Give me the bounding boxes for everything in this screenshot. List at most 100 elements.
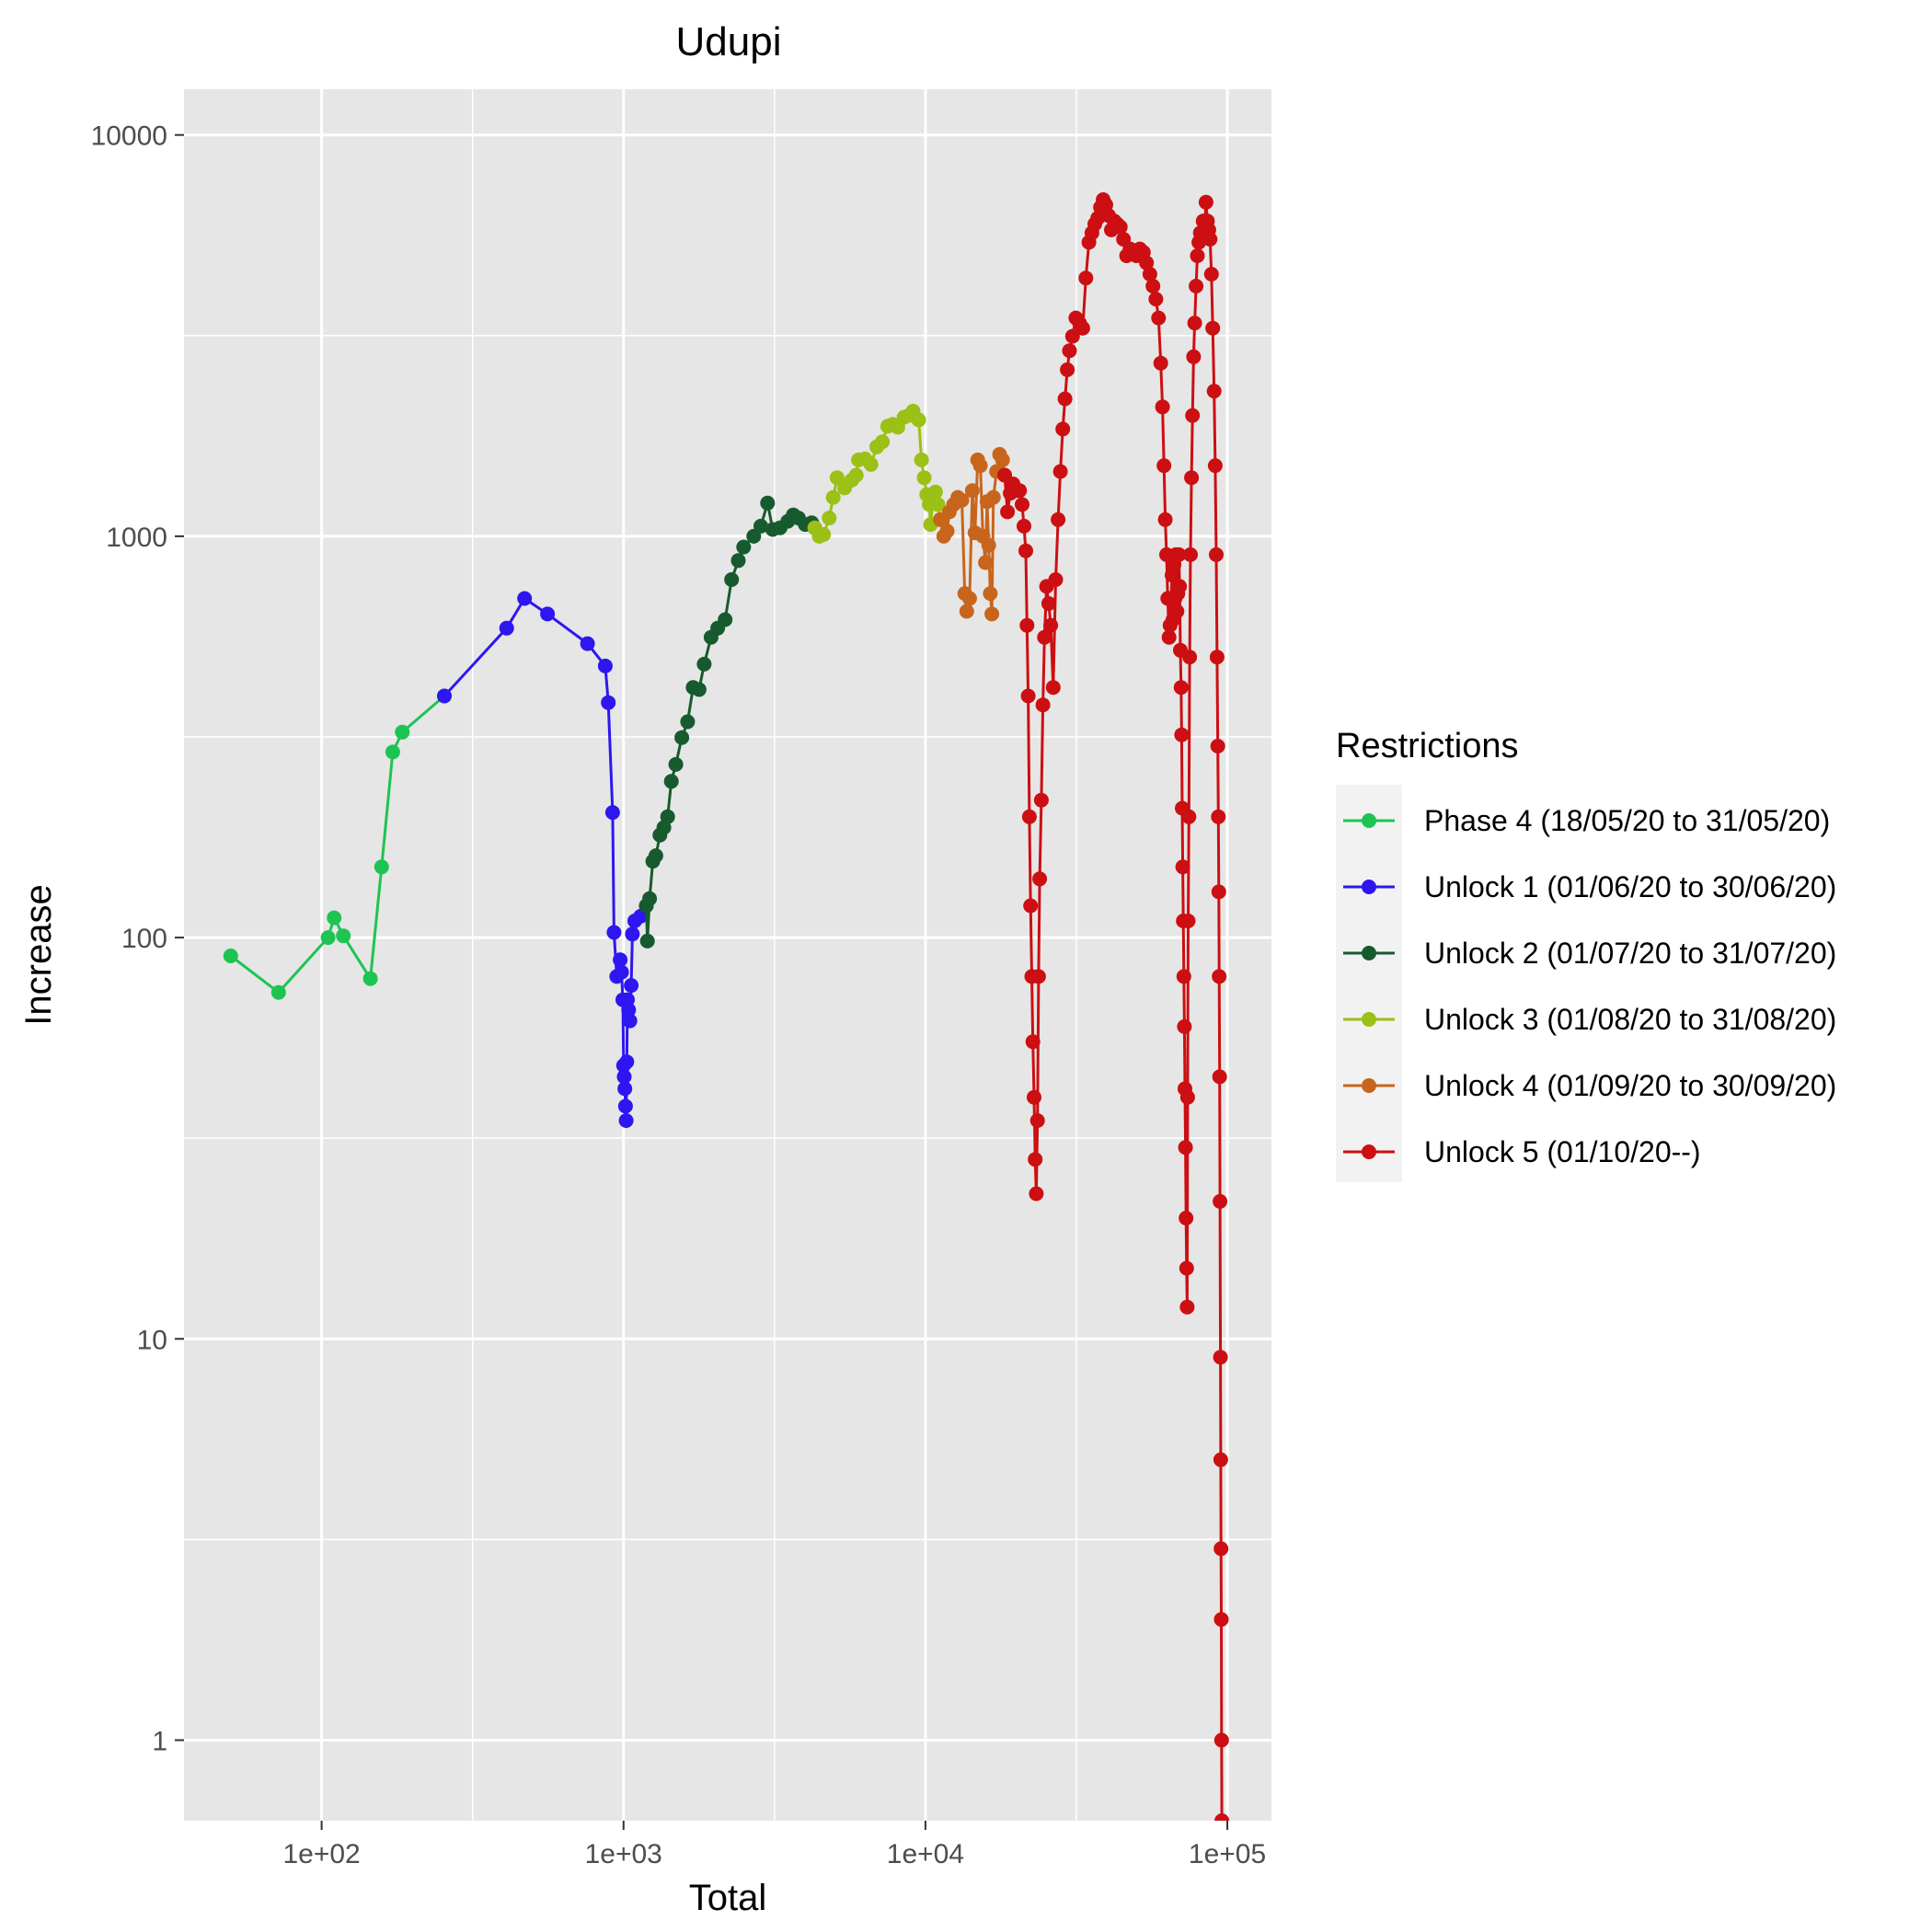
- series-1: [223, 688, 452, 1000]
- legend-label: Unlock 4 (01/09/20 to 30/09/20): [1424, 1069, 1836, 1102]
- data-point: [1043, 617, 1059, 633]
- data-point: [1173, 680, 1189, 696]
- data-point: [639, 933, 655, 949]
- data-point: [625, 926, 640, 942]
- data-point: [1185, 408, 1201, 423]
- data-point: [1075, 320, 1090, 336]
- data-point: [270, 984, 286, 1000]
- data-point: [1078, 270, 1094, 286]
- data-point: [718, 612, 733, 627]
- data-point: [691, 682, 707, 697]
- series-line: [229, 695, 445, 995]
- data-point: [223, 949, 238, 963]
- data-point: [822, 511, 837, 526]
- data-point: [1182, 650, 1198, 665]
- legend-key-point: [1362, 1144, 1376, 1159]
- data-point: [1020, 688, 1036, 704]
- data-point: [616, 1069, 632, 1085]
- data-point: [1209, 546, 1224, 562]
- chart-title: Udupi: [676, 19, 782, 64]
- data-point: [1183, 546, 1198, 562]
- data-point: [1052, 464, 1068, 479]
- legend-label: Unlock 3 (01/08/20 to 31/08/20): [1424, 1003, 1836, 1036]
- data-point: [1041, 596, 1056, 611]
- data-point: [1023, 898, 1039, 914]
- legend-item: Unlock 1 (01/06/20 to 30/06/20): [1343, 870, 1836, 903]
- data-point: [1184, 470, 1200, 486]
- data-point: [1142, 267, 1157, 282]
- series-2: [437, 591, 654, 1128]
- data-point: [374, 859, 389, 875]
- data-point: [1171, 546, 1187, 562]
- legend-key-point: [1362, 946, 1376, 960]
- data-point: [927, 484, 943, 500]
- data-point: [911, 412, 926, 428]
- data-point: [1145, 279, 1161, 293]
- data-point: [863, 456, 879, 472]
- data-point: [1030, 969, 1046, 984]
- data-point: [1175, 859, 1190, 875]
- data-point: [668, 756, 684, 772]
- data-point: [619, 1054, 635, 1070]
- data-point: [614, 964, 629, 980]
- data-point: [1025, 1034, 1041, 1050]
- data-point: [385, 744, 400, 760]
- y-tick-label: 10000: [91, 121, 167, 152]
- data-point: [995, 452, 1010, 467]
- data-point: [1213, 1612, 1229, 1627]
- data-point: [1212, 1069, 1227, 1085]
- data-point: [621, 1002, 637, 1018]
- data-point: [1176, 969, 1191, 984]
- legend-key-point: [1362, 1078, 1376, 1093]
- x-tick-label: 1e+02: [282, 1839, 360, 1869]
- data-point: [1012, 483, 1028, 499]
- data-point: [1174, 727, 1190, 742]
- legend-item: Unlock 2 (01/07/20 to 31/07/20): [1343, 937, 1836, 970]
- data-point: [1213, 1452, 1228, 1467]
- data-point: [1169, 604, 1185, 619]
- data-point: [618, 1113, 634, 1128]
- y-tick-label: 100: [121, 924, 167, 954]
- data-point: [1210, 739, 1225, 753]
- data-point: [954, 492, 970, 508]
- data-point: [1112, 219, 1128, 235]
- plot-background: [184, 89, 1271, 1821]
- data-point: [1187, 316, 1202, 331]
- data-point: [1139, 255, 1155, 270]
- data-point: [1179, 1260, 1194, 1276]
- legend-key-point: [1362, 813, 1376, 828]
- data-point: [1203, 267, 1219, 282]
- data-point: [930, 497, 946, 512]
- data-point: [1212, 969, 1227, 984]
- data-point: [580, 636, 595, 651]
- data-point: [1029, 1113, 1045, 1128]
- data-point: [983, 586, 998, 602]
- legend-label: Phase 4 (18/05/20 to 31/05/20): [1424, 804, 1830, 837]
- series-layer: [223, 192, 1230, 1821]
- data-point: [1045, 680, 1061, 696]
- data-point: [320, 930, 336, 946]
- legend-label: Unlock 2 (01/07/20 to 31/07/20): [1424, 937, 1836, 970]
- data-point: [1055, 421, 1071, 437]
- x-tick-label: 1e+03: [585, 1839, 662, 1869]
- data-point: [1028, 1152, 1043, 1167]
- data-point: [1206, 384, 1222, 399]
- data-point: [1179, 1299, 1195, 1315]
- y-tick-label: 1000: [106, 523, 167, 553]
- data-point: [1213, 1732, 1229, 1748]
- data-point: [1019, 617, 1035, 633]
- data-point: [1198, 194, 1213, 210]
- legend-key-point: [1362, 1012, 1376, 1027]
- data-point: [613, 952, 628, 968]
- grid-minor: [184, 89, 1271, 1821]
- data-point: [1000, 504, 1016, 520]
- data-point: [981, 537, 996, 553]
- data-point: [1213, 1541, 1229, 1557]
- data-point: [724, 572, 740, 587]
- data-point: [816, 527, 832, 542]
- data-point: [642, 891, 658, 906]
- data-point: [540, 606, 556, 622]
- data-point: [1161, 629, 1177, 645]
- data-point: [1033, 792, 1049, 808]
- data-point: [1032, 871, 1048, 887]
